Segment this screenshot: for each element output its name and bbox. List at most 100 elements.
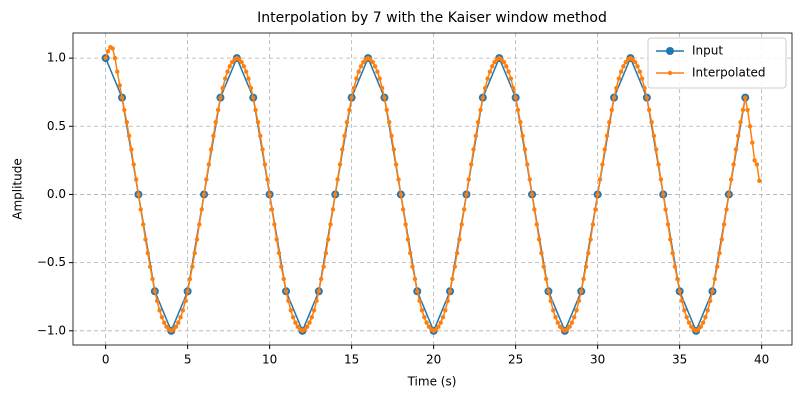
data-point xyxy=(679,298,685,304)
data-point xyxy=(658,177,664,182)
data-point xyxy=(543,276,549,282)
data-point xyxy=(447,289,453,294)
data-point xyxy=(736,133,741,139)
data-point xyxy=(157,308,162,313)
y-axis-label: Amplitude xyxy=(11,158,25,220)
y-tick-label: 0.0 xyxy=(47,187,66,201)
data-point xyxy=(740,107,746,113)
data-point xyxy=(215,107,221,113)
data-point xyxy=(649,119,654,125)
data-point xyxy=(504,64,509,69)
x-tick-label: 15 xyxy=(344,353,359,367)
data-point xyxy=(501,59,507,65)
data-point xyxy=(176,320,181,325)
data-point xyxy=(642,85,647,91)
data-point xyxy=(281,276,286,282)
data-point xyxy=(590,222,596,227)
data-point xyxy=(389,133,394,139)
data-point xyxy=(670,250,675,256)
data-point xyxy=(393,162,399,167)
legend-label: Interpolated xyxy=(692,66,766,80)
data-point xyxy=(347,107,352,113)
data-point xyxy=(682,308,687,313)
data-point xyxy=(541,264,546,269)
data-point xyxy=(180,308,186,313)
x-tick-label: 25 xyxy=(508,353,523,367)
data-point xyxy=(372,64,378,69)
data-point xyxy=(201,192,207,197)
data-point xyxy=(192,250,197,256)
data-point xyxy=(457,237,462,242)
x-tick-label: 30 xyxy=(590,353,605,367)
data-point xyxy=(757,178,762,184)
data-point xyxy=(396,177,401,182)
data-point xyxy=(344,119,350,125)
data-point xyxy=(173,324,179,329)
x-tick-label: 5 xyxy=(184,353,192,367)
data-point xyxy=(253,107,258,113)
data-point xyxy=(646,107,652,113)
data-point xyxy=(267,192,272,197)
data-point xyxy=(717,250,722,256)
data-point xyxy=(712,276,717,282)
data-point xyxy=(450,276,455,282)
data-point xyxy=(539,250,544,256)
data-point xyxy=(738,119,743,125)
data-point xyxy=(604,133,610,139)
data-point xyxy=(536,237,542,242)
data-point xyxy=(379,85,385,91)
data-point xyxy=(651,133,657,139)
data-point xyxy=(140,222,146,227)
data-point xyxy=(672,264,678,269)
data-point xyxy=(597,177,603,182)
data-point xyxy=(515,107,521,113)
data-point xyxy=(731,162,736,167)
data-point xyxy=(293,320,298,325)
data-point xyxy=(133,177,139,182)
data-point xyxy=(534,222,540,227)
data-point xyxy=(276,250,282,256)
data-point xyxy=(117,83,122,88)
data-point xyxy=(551,308,556,313)
data-point xyxy=(518,119,523,125)
data-point xyxy=(616,76,622,81)
data-point xyxy=(377,76,382,81)
data-point xyxy=(661,192,666,197)
data-point xyxy=(185,289,190,294)
data-point xyxy=(122,107,127,113)
data-point xyxy=(424,320,429,325)
data-point xyxy=(480,95,486,100)
data-point xyxy=(487,69,493,74)
data-point xyxy=(637,69,643,74)
data-point xyxy=(152,289,158,294)
data-point xyxy=(384,107,389,113)
data-point xyxy=(440,314,446,320)
data-point xyxy=(314,298,319,304)
x-tick-label: 35 xyxy=(672,353,687,367)
data-point xyxy=(489,64,495,69)
data-point xyxy=(325,237,331,242)
data-point xyxy=(726,192,732,197)
data-point xyxy=(419,308,425,313)
data-point xyxy=(136,192,141,197)
data-point xyxy=(750,140,755,145)
data-point xyxy=(445,298,450,304)
data-point xyxy=(258,133,263,139)
data-point xyxy=(607,119,612,125)
data-point xyxy=(194,237,200,242)
data-point xyxy=(715,264,720,269)
data-point xyxy=(138,207,143,212)
data-point xyxy=(618,69,624,74)
data-point xyxy=(576,298,582,304)
legend-marker xyxy=(667,70,673,76)
data-point xyxy=(485,76,490,81)
y-tick-label: −1.0 xyxy=(37,323,66,337)
data-point xyxy=(154,298,160,304)
data-point xyxy=(213,119,218,125)
data-point xyxy=(283,289,289,294)
data-point xyxy=(115,69,120,74)
data-point xyxy=(555,320,561,325)
data-point xyxy=(227,64,232,69)
data-point xyxy=(733,147,739,152)
data-point xyxy=(145,250,150,256)
